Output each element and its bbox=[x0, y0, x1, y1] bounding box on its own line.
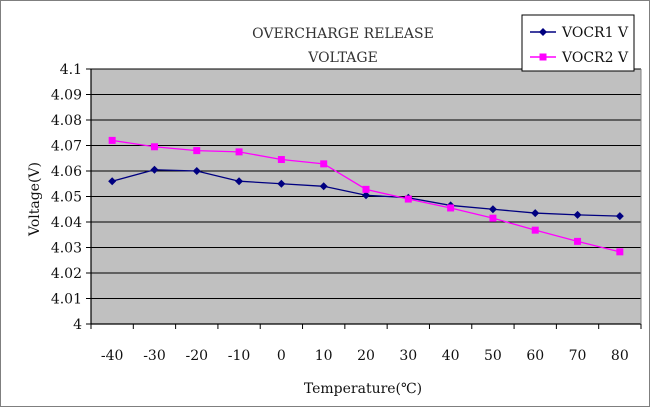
data-point bbox=[616, 248, 624, 256]
data-point bbox=[150, 165, 159, 174]
data-point bbox=[574, 237, 582, 245]
y-tick-label: 4.1 bbox=[60, 62, 82, 78]
y-tick-label: 4.01 bbox=[51, 292, 82, 308]
chart-title-line-1: OVERCHARGE RELEASE bbox=[252, 26, 434, 42]
data-point bbox=[277, 156, 285, 164]
y-tick-label: 4.09 bbox=[51, 88, 82, 104]
y-tick-label: 4.06 bbox=[51, 164, 82, 180]
data-point bbox=[362, 191, 370, 200]
chart-title: OVERCHARGE RELEASE VOLTAGE bbox=[252, 26, 434, 66]
legend-marker-vocr2 bbox=[539, 53, 547, 61]
data-point bbox=[193, 147, 201, 155]
y-tick-label: 4.08 bbox=[51, 113, 82, 129]
series-layer bbox=[108, 136, 624, 256]
data-point bbox=[362, 185, 370, 193]
x-tick-label: 60 bbox=[526, 348, 544, 364]
data-point bbox=[235, 177, 244, 186]
tick-labels: 4 4.01 4.02 4.03 4.04 4.05 4.06 4.07 4.08 4.09 4.1… bbox=[51, 62, 629, 364]
x-tick-label: -20 bbox=[185, 348, 208, 364]
data-point bbox=[573, 210, 582, 219]
data-point bbox=[404, 195, 412, 203]
data-point bbox=[192, 167, 201, 175]
x-tick-label: 10 bbox=[315, 348, 333, 364]
x-axis-title: Temperature(℃) bbox=[304, 381, 422, 397]
x-tick-label: 40 bbox=[442, 348, 460, 364]
y-tick-label: 4.07 bbox=[51, 139, 82, 155]
y-tick-label: 4.04 bbox=[51, 215, 82, 231]
y-axis-title: Voltage(V) bbox=[27, 162, 43, 237]
x-tick-label: 20 bbox=[357, 348, 375, 364]
x-tick-label: -40 bbox=[101, 348, 124, 364]
y-tick-label: 4.02 bbox=[51, 266, 82, 282]
x-tick-label: 80 bbox=[611, 348, 629, 364]
x-tick-label: 70 bbox=[569, 348, 587, 364]
x-tick-label: -10 bbox=[228, 348, 251, 364]
data-point bbox=[615, 212, 624, 221]
x-tick-label: 50 bbox=[484, 348, 502, 364]
data-point bbox=[447, 204, 455, 212]
legend: VOCR1 V VOCR2 V bbox=[521, 14, 635, 72]
data-point bbox=[319, 182, 328, 191]
y-tick-label: 4.05 bbox=[51, 190, 82, 206]
axes bbox=[90, 69, 642, 325]
series-2 bbox=[108, 136, 624, 256]
data-point bbox=[531, 226, 539, 234]
y-tick-label: 4.03 bbox=[51, 241, 82, 257]
series-1 bbox=[108, 165, 624, 221]
y-tick-label: 4 bbox=[73, 317, 82, 333]
chart-title-line-2: VOLTAGE bbox=[307, 50, 378, 66]
data-point bbox=[531, 209, 540, 218]
legend-label-vocr1: VOCR1 V bbox=[561, 25, 629, 41]
data-point bbox=[108, 136, 116, 144]
data-point bbox=[150, 143, 158, 151]
data-point bbox=[320, 160, 328, 168]
legend-marker-vocr1 bbox=[539, 28, 547, 36]
data-point bbox=[108, 177, 117, 186]
data-point bbox=[488, 205, 497, 214]
data-point bbox=[489, 214, 497, 222]
legend-label-vocr2: VOCR2 V bbox=[561, 50, 629, 66]
x-tick-label: 30 bbox=[399, 348, 417, 364]
data-point bbox=[277, 179, 286, 188]
legend-box bbox=[521, 14, 635, 72]
x-tick-label: -30 bbox=[143, 348, 166, 364]
x-tick-label: 0 bbox=[277, 348, 286, 364]
data-point bbox=[235, 148, 243, 156]
